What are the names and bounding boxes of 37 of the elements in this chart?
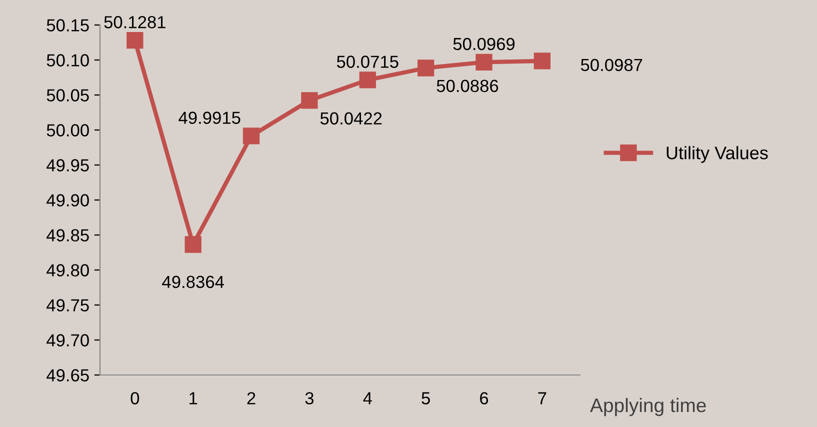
point: [184, 236, 202, 253]
point: [242, 128, 260, 144]
y-tick-label: 49.95: [46, 159, 89, 172]
data-label: 50.0422: [320, 112, 382, 125]
point: [534, 52, 551, 70]
data-label: 49.8364: [162, 276, 224, 288]
point: [301, 92, 318, 109]
y-tick-label: 49.70: [46, 334, 89, 346]
data-label: 49.9915: [178, 112, 240, 124]
y-tick-label: 50.00: [46, 124, 89, 136]
y-tick-label: 49.85: [46, 229, 89, 242]
y-tick-label: 49.75: [46, 299, 89, 312]
y-tick-label: 50.15: [46, 19, 89, 32]
x-tick-label: 0: [130, 392, 140, 404]
data-label: 50.0715: [336, 56, 398, 68]
data-label: 50.0969: [453, 38, 515, 50]
point: [126, 32, 144, 49]
x-tick-label: 3: [305, 392, 314, 404]
x-tick-label: 1: [190, 392, 198, 404]
x-tick-label: 5: [422, 392, 430, 404]
x-axis-title: Applying time: [590, 398, 706, 416]
point: [417, 60, 434, 76]
data-label: 50.1281: [104, 16, 166, 28]
data-label: 50.0886: [436, 80, 498, 92]
y-tick-label: 50.05: [46, 89, 89, 102]
x-tick-label: 2: [247, 392, 256, 404]
x-tick-label: 7: [538, 392, 546, 404]
y-tick-label: 49.65: [46, 369, 89, 382]
legend-label: Utility Values: [666, 146, 768, 163]
x-tick-label: 4: [363, 392, 372, 404]
x-tick-label: 6: [480, 392, 488, 404]
point: [359, 72, 376, 88]
y-tick-label: 49.90: [46, 194, 89, 206]
data-label: 50.0987: [580, 58, 642, 72]
y-tick-label: 50.10: [46, 54, 89, 66]
point: [476, 54, 492, 71]
y-tick-label: 49.80: [46, 264, 89, 276]
